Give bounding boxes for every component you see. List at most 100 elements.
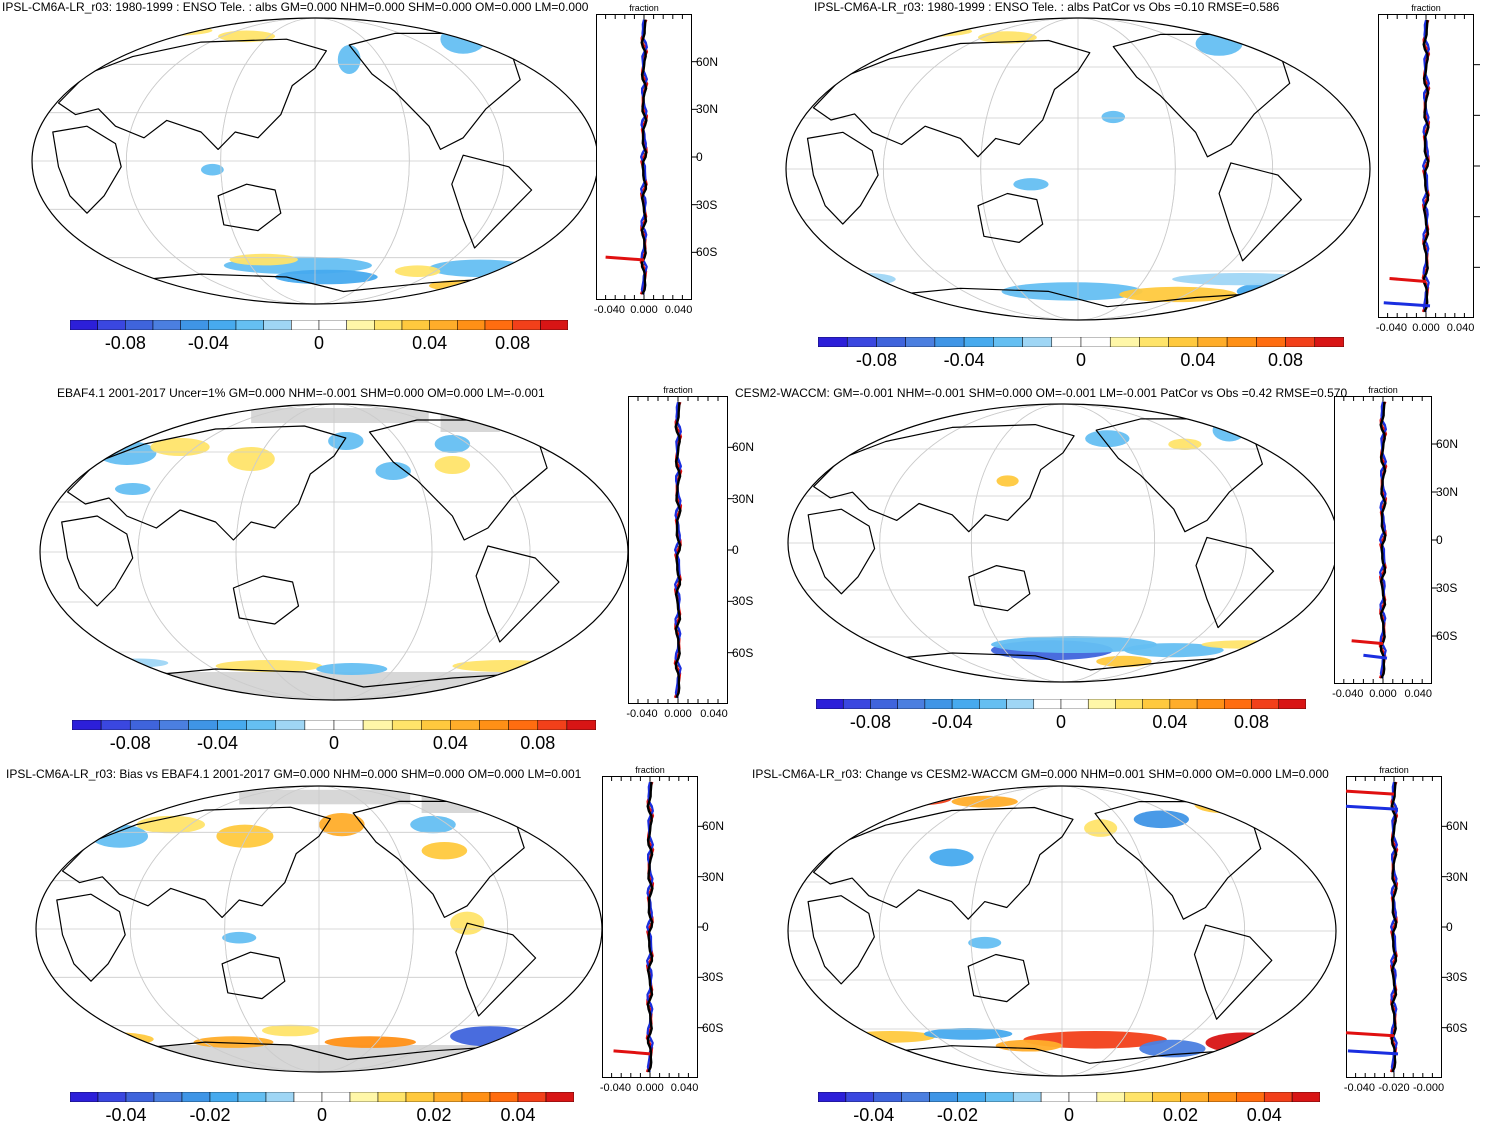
colorbar-tick-label: 0 xyxy=(328,733,340,753)
colorbar-tick-label: 0.04 xyxy=(412,333,448,353)
latitude-label: 30S xyxy=(702,970,724,985)
colorbar: -0.08 -0.04 0 0.04 0.08 xyxy=(72,720,596,753)
zonal-x-tick-label: 0.040 xyxy=(670,1082,699,1094)
latitude-label: 60S xyxy=(1436,629,1458,643)
zonal-mean-plot: fraction -0.040 0.000 0.040 60N 30N 0 30S 60S xyxy=(600,765,724,1094)
colorbar-tick-label: -0.02 xyxy=(189,1105,231,1125)
latitude-label: 30S xyxy=(732,594,754,609)
latitude-label: 60S xyxy=(1446,1020,1468,1035)
colorbar-tick-label: 0.08 xyxy=(1234,712,1270,732)
colorbar-tick-label: 0.08 xyxy=(520,733,556,753)
panel-title: IPSL-CM6A-LR_r03: 1980-1999 : ENSO Tele.… xyxy=(814,0,1280,14)
colorbar-tick-label: -0.02 xyxy=(936,1105,978,1125)
colorbar-tick-label: 0 xyxy=(313,333,325,353)
zonal-x-tick-label: -0.020 xyxy=(1378,1082,1410,1094)
zonal-x-tick-label: 0.000 xyxy=(1369,688,1397,700)
world-map xyxy=(784,16,1372,322)
colorbar-tick-label: 0 xyxy=(316,1105,328,1125)
latitude-label: 30N xyxy=(696,102,719,117)
latitude-label: 0 xyxy=(702,920,709,934)
panel-title: EBAF4.1 2001-2017 Uncer=1% GM=0.000 NHM=… xyxy=(57,386,545,400)
latitude-label: 60S xyxy=(696,245,718,260)
zonal-x-tick-label: 0.000 xyxy=(630,304,658,316)
latitude-label: 0 xyxy=(1446,920,1453,934)
colorbar-tick-label: -0.08 xyxy=(855,350,897,370)
zonal-x-tick-label: -0.040 xyxy=(1375,322,1408,334)
latitude-label: 0 xyxy=(696,150,703,164)
colorbar: -0.08 -0.04 0 0.04 0.08 xyxy=(70,320,568,353)
colorbar-tick-label: 0 xyxy=(1075,350,1087,370)
zonal-axis-label: fraction xyxy=(1411,3,1441,13)
colorbar-tick-label: 0.04 xyxy=(1180,350,1216,370)
colorbar-tick-label: 0.08 xyxy=(1268,350,1304,370)
zonal-axis-label: fraction xyxy=(1368,385,1398,395)
zonal-x-tick-label: 0.040 xyxy=(1446,322,1475,334)
zonal-x-tick-label: 0.040 xyxy=(1404,688,1433,700)
latitude-label: 60N xyxy=(696,54,719,69)
world-map xyxy=(786,402,1340,684)
latitude-label: 30N xyxy=(732,491,755,506)
panel-title: IPSL-CM6A-LR_r03: Change vs CESM2-WACCM … xyxy=(752,767,1329,781)
zonal-axis-label: fraction xyxy=(629,3,659,13)
latitude-label: 60N xyxy=(1446,819,1469,834)
zonal-mean-plot: fraction -0.040 -0.020 -0.000 60N 30N 0 30S 60S xyxy=(1344,765,1468,1094)
latitude-label: 60N xyxy=(702,819,725,834)
colorbar-tick-label: -0.04 xyxy=(105,1105,147,1125)
colorbar-tick-label: 0.02 xyxy=(1163,1105,1199,1125)
world-map xyxy=(786,784,1338,1078)
colorbar: -0.04 -0.02 0 0.02 0.04 xyxy=(70,1092,574,1125)
zonal-mean-plot: fraction -0.040 0.000 0.040 xyxy=(1376,3,1480,334)
latitude-label: 30N xyxy=(702,869,725,884)
colorbar: -0.04 -0.02 0 0.02 0.04 xyxy=(818,1092,1320,1125)
zonal-x-tick-label: -0.040 xyxy=(593,304,626,316)
zonal-x-tick-label: -0.000 xyxy=(1412,1082,1445,1094)
world-map xyxy=(38,402,630,702)
zonal-x-tick-label: -0.040 xyxy=(599,1082,632,1094)
colorbar-tick-label: 0.04 xyxy=(432,733,468,753)
latitude-label: 30S xyxy=(696,197,718,212)
zonal-x-tick-label: -0.040 xyxy=(1332,688,1364,700)
colorbar-tick-label: 0.08 xyxy=(495,333,531,353)
colorbar-tick-label: -0.08 xyxy=(849,712,891,732)
colorbar-tick-label: 0 xyxy=(1055,712,1067,732)
latitude-label: 60S xyxy=(702,1020,724,1035)
latitude-label: 30S xyxy=(1446,970,1468,985)
zonal-x-tick-label: 0.000 xyxy=(664,708,692,720)
colorbar-tick-label: -0.04 xyxy=(187,333,229,353)
zonal-mean-plot: fraction -0.040 0.000 0.040 60N 30N 0 30S 60S xyxy=(626,385,754,720)
colorbar: -0.08 -0.04 0 0.04 0.08 xyxy=(816,699,1306,732)
latitude-label: 30S xyxy=(1436,581,1458,595)
panel-title: IPSL-CM6A-LR_r03: Bias vs EBAF4.1 2001-2… xyxy=(6,767,582,781)
zonal-x-tick-label: -0.040 xyxy=(1343,1082,1376,1094)
panel-title: CESM2-WACCM: GM=-0.001 NHM=-0.001 SHM=0.… xyxy=(735,386,1348,400)
latitude-label: 60N xyxy=(1436,437,1459,451)
zonal-x-tick-label: 0.040 xyxy=(700,708,728,720)
latitude-label: 30N xyxy=(1436,485,1459,499)
latitude-label: 0 xyxy=(732,543,739,557)
zonal-axis-label: fraction xyxy=(635,765,665,775)
colorbar-tick-label: -0.04 xyxy=(197,733,239,753)
zonal-axis-label: fraction xyxy=(1379,765,1409,775)
latitude-label: 30N xyxy=(1446,869,1469,884)
colorbar-tick-label: -0.04 xyxy=(943,350,985,370)
colorbar-tick-label: 0.04 xyxy=(1246,1105,1282,1125)
latitude-label: 0 xyxy=(1436,533,1443,547)
colorbar-tick-label: -0.04 xyxy=(931,712,973,732)
colorbar-tick-label: -0.08 xyxy=(104,333,146,353)
zonal-x-tick-label: 0.000 xyxy=(1412,322,1440,334)
colorbar-tick-label: -0.04 xyxy=(853,1105,895,1125)
colorbar-tick-label: 0.04 xyxy=(1152,712,1188,732)
colorbar-tick-label: 0.02 xyxy=(416,1105,452,1125)
latitude-label: 60S xyxy=(732,645,754,660)
zonal-x-tick-label: 0.000 xyxy=(636,1082,664,1094)
zonal-mean-plot: fraction -0.040 0.000 0.040 60N 30N 0 30S 60S xyxy=(1332,385,1458,700)
colorbar-tick-label: -0.08 xyxy=(109,733,151,753)
colorbar-tick-label: 0.04 xyxy=(500,1105,536,1125)
world-map xyxy=(30,16,600,306)
zonal-axis-label: fraction xyxy=(663,385,693,395)
zonal-x-tick-label: 0.040 xyxy=(664,304,693,316)
panel-title: IPSL-CM6A-LR_r03: 1980-1999 : ENSO Tele.… xyxy=(2,0,589,14)
zonal-mean-plot: fraction -0.040 0.000 0.040 60N 30N 0 30S 60S xyxy=(594,3,718,316)
colorbar-tick-label: 0 xyxy=(1063,1105,1075,1125)
colorbar: -0.08 -0.04 0 0.04 0.08 xyxy=(818,337,1344,370)
